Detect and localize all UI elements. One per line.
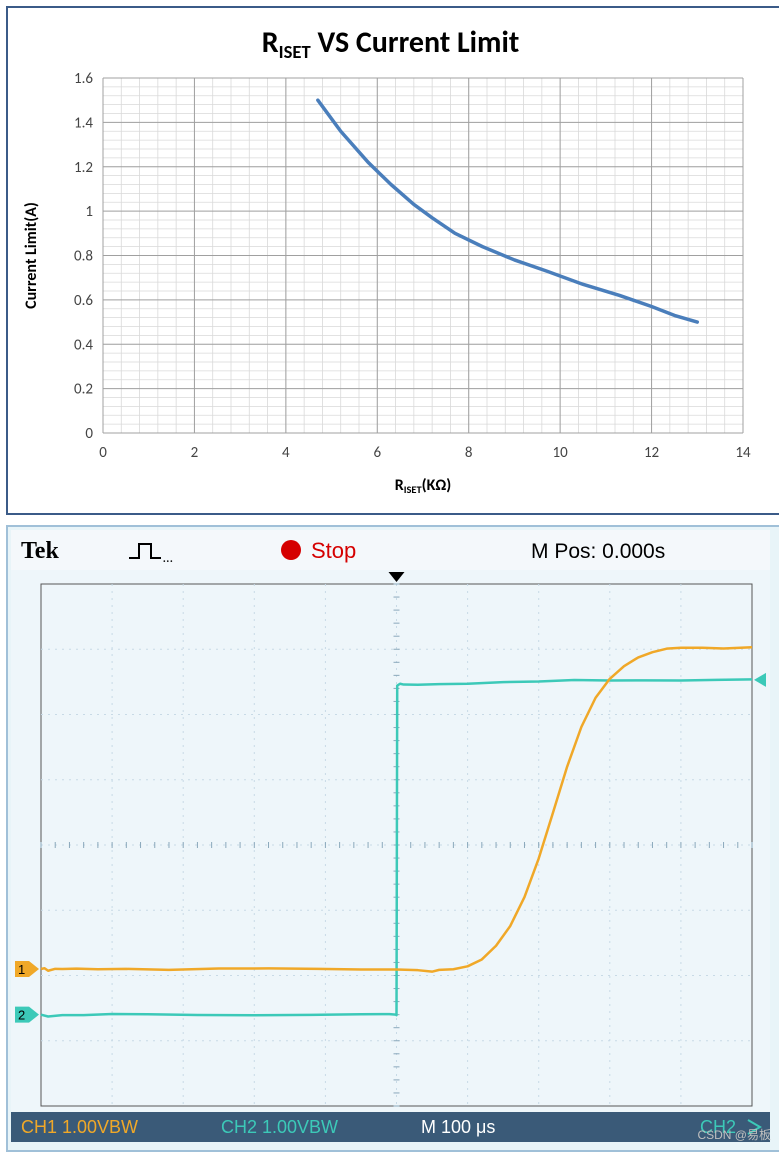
svg-text:1: 1 (18, 962, 25, 977)
svg-text:2: 2 (191, 444, 199, 462)
svg-text:Tek: Tek (21, 538, 59, 564)
svg-text:CH1 1.00VBW: CH1 1.00VBW (21, 1117, 138, 1137)
svg-text:CH2 1.00VBW: CH2 1.00VBW (221, 1117, 338, 1137)
svg-text:Stop: Stop (311, 538, 356, 563)
svg-text:M Pos: 0.000s: M Pos: 0.000s (531, 540, 665, 563)
svg-text:0.8: 0.8 (74, 248, 93, 266)
svg-text:0: 0 (85, 425, 93, 443)
riset-chart: RISET VS Current Limit0246810121400.20.4… (8, 8, 773, 508)
svg-text:1.4: 1.4 (74, 114, 93, 132)
oscilloscope-display: Tek … Stop M Pos: 0.000s 1 2 CH1 1.00VBW CH2 1.… (11, 530, 770, 1142)
svg-text:M 100 μs: M 100 μs (421, 1117, 495, 1137)
riset-chart-container: RISET VS Current Limit0246810121400.20.4… (6, 6, 779, 515)
svg-text:10: 10 (553, 444, 569, 462)
svg-text:1.6: 1.6 (74, 70, 93, 88)
watermark-credit: CSDN @易板 (697, 1126, 771, 1143)
svg-text:Current Limit(A): Current Limit(A) (22, 202, 41, 309)
svg-text:14: 14 (735, 444, 751, 462)
svg-text:1: 1 (85, 203, 93, 221)
svg-text:0.2: 0.2 (74, 381, 93, 399)
svg-text:0.6: 0.6 (74, 292, 93, 310)
svg-text:…: … (163, 549, 173, 566)
svg-text:0: 0 (99, 444, 107, 462)
svg-text:4: 4 (282, 444, 290, 462)
svg-text:6: 6 (373, 444, 381, 462)
svg-text:1.2: 1.2 (74, 159, 93, 177)
svg-text:8: 8 (465, 444, 473, 462)
scope-container: Tek … Stop M Pos: 0.000s 1 2 CH1 1.00VBW CH2 1.… (6, 525, 779, 1152)
svg-text:2: 2 (18, 1008, 25, 1023)
svg-text:0.4: 0.4 (74, 336, 93, 354)
svg-text:RISET(KΩ): RISET(KΩ) (395, 476, 452, 496)
svg-text:12: 12 (644, 444, 659, 462)
